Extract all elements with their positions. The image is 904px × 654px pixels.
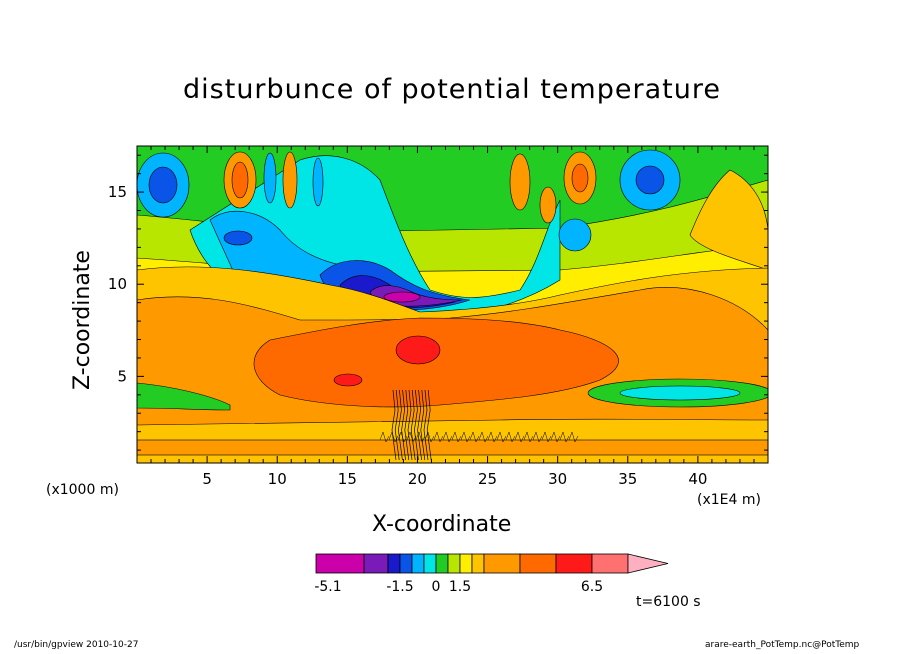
contour-blob-mid-left (223, 230, 253, 246)
contour-convective-line (417, 389, 422, 461)
contour-surface-wiggle (433, 431, 444, 443)
contour-osc-7-core (571, 163, 589, 193)
contour-surface-wiggle (496, 431, 507, 443)
contour-surface-wiggle (388, 431, 399, 443)
footer-right-text: arare-earth_PotTemp.nc@PotTemp (705, 640, 860, 650)
colorbar-box (447, 553, 461, 574)
contour-surface-wiggle (424, 431, 435, 443)
contour-surface-wiggle (568, 431, 579, 443)
contour-red-blob-1 (395, 335, 441, 365)
contour-blob-upper-right-core (635, 165, 665, 195)
contour-blob-mid-right (558, 218, 592, 252)
plot-frame (136, 145, 769, 464)
x-tick-label: 30 (548, 470, 567, 488)
x-tick-label: 40 (688, 470, 707, 488)
contour-field (137, 146, 768, 463)
colorbar-box (399, 553, 413, 574)
x-tick-label: 10 (268, 470, 287, 488)
time-label: t=6100 s (636, 594, 701, 610)
colorbar-box (459, 553, 473, 574)
x-unit-label: (x1E4 m) (697, 492, 761, 508)
colorbar (315, 553, 669, 574)
colorbar-label: 1.5 (449, 579, 471, 595)
y-tick-label: 5 (117, 367, 127, 385)
colorbar-label: -1.5 (386, 579, 413, 595)
contour-surface-wiggle (397, 431, 408, 443)
x-tick-labels: 5 10 15 20 25 30 35 40 (202, 470, 707, 488)
contour-osc-5 (509, 153, 531, 211)
contour-surface-wiggle (379, 431, 390, 443)
colorbar-box (363, 553, 389, 574)
contour-osc-1-core (231, 161, 249, 199)
contour-surface-wiggle (442, 431, 453, 443)
colorbar-box (555, 553, 593, 574)
x-tick-label: 35 (618, 470, 637, 488)
x-tick-label: 25 (478, 470, 497, 488)
contour-surface-wiggle (460, 431, 471, 443)
chart-title: disturbunce of potential temperature (183, 74, 721, 105)
contour-osc-2 (263, 152, 277, 204)
contour-surface-wiggle (505, 431, 516, 443)
y-tick-label: 10 (108, 275, 127, 293)
contour-blob-upper-left-core (148, 166, 178, 204)
contour-osc-4 (312, 157, 324, 207)
y-tick-labels: 5 10 15 (108, 183, 127, 385)
colorbar-box (411, 553, 425, 574)
y-unit-label: (x1000 m) (46, 482, 119, 498)
axis-ticks (137, 146, 769, 463)
contour-surface-wiggle (469, 431, 480, 443)
y-axis-label: Z-coordinate (70, 250, 95, 390)
contour-surface-wiggle (514, 431, 525, 443)
y-tick-label: 15 (108, 183, 127, 201)
contour-convective-line (398, 389, 403, 461)
contour-surface-wiggle (406, 431, 417, 443)
colorbar-box (435, 553, 449, 574)
colorbar-box (483, 553, 521, 574)
contour-surface-wiggle (532, 431, 543, 443)
colorbar-box (471, 553, 485, 574)
contour-convective-line (394, 389, 400, 461)
colorbar-box (387, 553, 401, 574)
contour-surface-wiggle (523, 431, 534, 443)
contour-surface-wiggle (487, 431, 498, 443)
contour-surface-wiggle (541, 431, 552, 443)
contour-convective-line (391, 389, 397, 461)
contour-surface-bottom (137, 454, 768, 463)
contour-surface-wiggle (415, 431, 426, 443)
colorbar-box (591, 553, 629, 574)
colorbar-box (315, 553, 365, 574)
contour-convective-line (401, 389, 406, 461)
contour-surface-wiggle (478, 431, 489, 443)
x-axis-label: X-coordinate (372, 512, 512, 537)
colorbar-extend-arrow (627, 553, 669, 574)
x-tick-label: 15 (338, 470, 357, 488)
contour-surface-wiggle (550, 431, 561, 443)
contour-convective-line (426, 389, 432, 461)
contour-convective-line (414, 389, 419, 461)
contour-convective-line (407, 389, 413, 461)
colorbar-label: -5.1 (314, 579, 341, 595)
footer-left-text: /usr/bin/gpview 2010-10-27 (14, 640, 139, 650)
contour-surface-wiggle (451, 431, 462, 443)
contour-magenta-min (383, 291, 421, 303)
contour-cyan-right (619, 385, 741, 401)
x-tick-label: 5 (202, 470, 212, 488)
contour-convective-line (423, 389, 429, 461)
contour-orange-right-top (689, 169, 768, 271)
colorbar-label: 0 (432, 579, 441, 595)
colorbar-label: 6.5 (581, 579, 603, 595)
contour-osc-3 (282, 151, 298, 209)
x-tick-label: 20 (408, 470, 427, 488)
colorbar-labels: -5.1 -1.5 0 1.5 6.5 (314, 579, 603, 595)
contour-convective-line (410, 389, 416, 461)
colorbar-box (519, 553, 557, 574)
colorbar-box (423, 553, 437, 574)
contour-surface-wiggle (559, 431, 570, 443)
contour-osc-6 (539, 186, 557, 224)
contour-green-left (137, 382, 231, 411)
contour-convective-line (420, 389, 426, 461)
contour-red-blob-2 (333, 373, 363, 387)
contour-convective-line (404, 389, 410, 461)
